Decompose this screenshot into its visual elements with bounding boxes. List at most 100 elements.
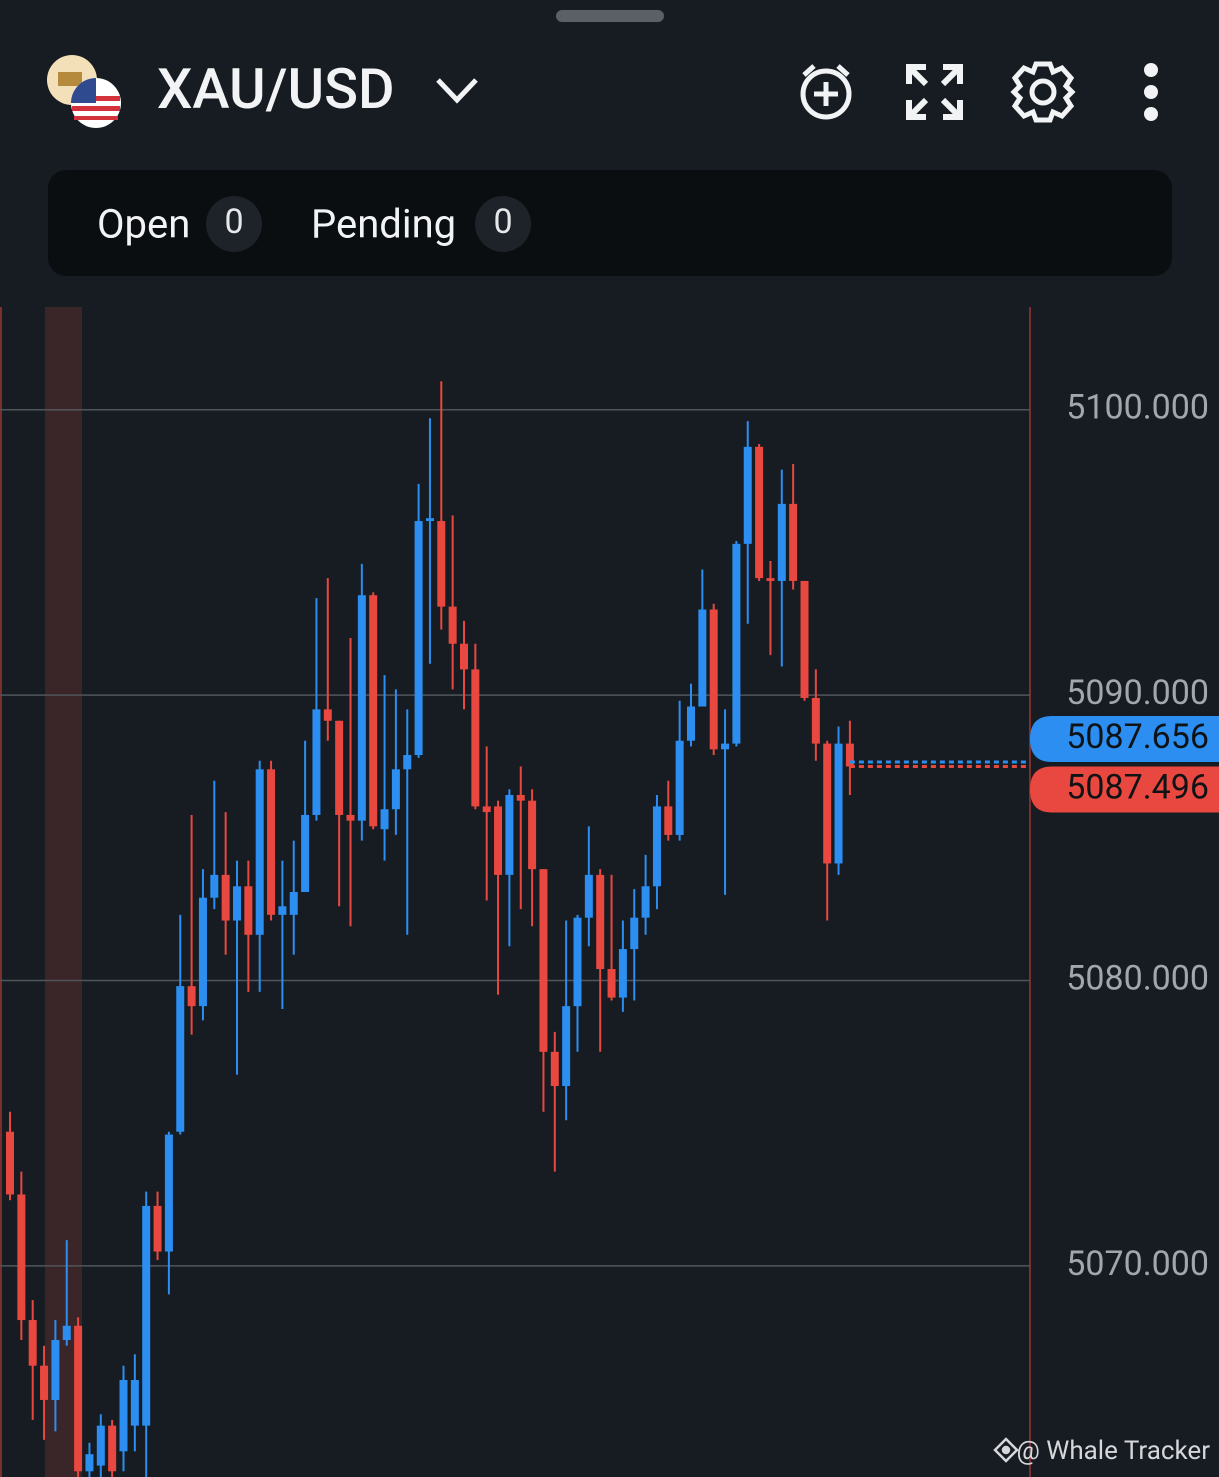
ask-label: 5087.656 <box>1066 717 1209 757</box>
candle-body <box>130 1379 139 1426</box>
candle-body <box>335 720 344 815</box>
candle-body <box>562 1006 571 1087</box>
candle-body <box>74 1325 83 1472</box>
tab-label[interactable]: Open <box>97 201 190 248</box>
candle-body <box>811 697 820 744</box>
tab-label[interactable]: Pending <box>311 201 456 248</box>
candle-body <box>800 580 809 698</box>
y-tick-label: 5070.000 <box>1066 1244 1209 1284</box>
y-tick-label: 5100.000 <box>1066 388 1209 428</box>
symbol-icon <box>47 55 121 128</box>
candle-body <box>233 886 241 921</box>
candle-body <box>6 1131 14 1195</box>
settings-button[interactable] <box>1010 61 1076 123</box>
positions-panel <box>48 170 1172 276</box>
candle-body <box>732 543 741 744</box>
tab-badge <box>206 196 262 252</box>
candle-body <box>584 874 593 918</box>
candle-body <box>494 806 503 875</box>
candle-body <box>721 743 730 750</box>
candle-body <box>346 814 355 821</box>
candle-body <box>369 595 378 827</box>
candle-body <box>414 521 423 756</box>
plot <box>0 381 1030 1477</box>
candle-body <box>176 986 185 1132</box>
alarm-button[interactable] <box>800 64 852 120</box>
candle-body <box>142 1205 151 1426</box>
candle-body <box>698 609 707 707</box>
tab-count: 0 <box>224 202 243 242</box>
watermark: @ Whale Tracker <box>1016 1436 1210 1466</box>
candle-body <box>357 595 366 821</box>
candle-body <box>755 446 764 579</box>
fullscreen-button[interactable] <box>906 64 963 120</box>
candle-body <box>766 578 775 581</box>
candle-body <box>687 706 695 741</box>
candle-body <box>664 806 673 835</box>
candle-body <box>255 769 264 935</box>
candle-body <box>187 986 196 1007</box>
y-tick-label: 5090.000 <box>1066 673 1209 713</box>
more-button[interactable] <box>1144 63 1158 121</box>
candle-body <box>153 1205 162 1252</box>
candle-body <box>221 874 230 921</box>
candle-body <box>823 743 832 864</box>
candle-body <box>528 800 537 870</box>
drag-handle[interactable] <box>556 10 664 22</box>
watermark-logo <box>993 1437 1019 1463</box>
candle-body <box>425 518 434 522</box>
candle-body <box>630 917 639 950</box>
candle-body <box>85 1454 94 1472</box>
candle-body <box>618 949 627 998</box>
candle-body <box>108 1425 117 1472</box>
candle-body <box>164 1134 173 1252</box>
candle-body <box>652 806 661 887</box>
candle-body <box>323 709 332 721</box>
candle-body <box>301 814 310 892</box>
symbol[interactable]: XAU/USD <box>157 56 395 122</box>
candle-body <box>62 1325 71 1341</box>
candle-body <box>448 606 457 644</box>
candle-body <box>96 1425 105 1466</box>
candle-body <box>482 806 491 813</box>
candle-body <box>210 874 219 898</box>
candle-body <box>119 1379 128 1452</box>
candle-body <box>17 1194 26 1321</box>
candle-body <box>278 906 287 915</box>
candle-body <box>550 1051 559 1087</box>
candle-body <box>505 794 514 875</box>
candle-body <box>437 521 446 607</box>
tab-badge <box>475 196 531 252</box>
candle-body <box>267 769 276 915</box>
candle-body <box>312 709 321 815</box>
bid-tag <box>1030 766 1219 813</box>
candle-body <box>641 886 650 918</box>
session-band <box>45 307 82 1477</box>
candle-body <box>789 503 798 581</box>
candle-body <box>40 1365 49 1400</box>
candle-body <box>675 740 684 835</box>
tab-count: 0 <box>493 202 512 242</box>
candle-body <box>391 769 400 810</box>
candle-body <box>471 669 480 807</box>
candle-body <box>777 503 786 581</box>
candle-body <box>845 743 854 767</box>
candle-body <box>289 892 298 915</box>
candle-body <box>28 1320 37 1366</box>
bid-label: 5087.496 <box>1066 768 1209 808</box>
candle-body <box>380 809 389 830</box>
y-tick-label: 5080.000 <box>1066 958 1209 998</box>
candle-body <box>573 917 582 1007</box>
ask-tag <box>1030 715 1219 762</box>
candle-body <box>516 794 525 801</box>
symbol-dropdown[interactable] <box>436 78 478 104</box>
candle-body <box>403 755 412 770</box>
candle-body <box>834 743 843 864</box>
candle-body <box>743 446 752 544</box>
candle-body <box>709 609 718 750</box>
candle-body <box>460 643 468 670</box>
candle-body <box>244 886 253 935</box>
candle-body <box>539 869 548 1052</box>
candle-body <box>596 874 605 970</box>
